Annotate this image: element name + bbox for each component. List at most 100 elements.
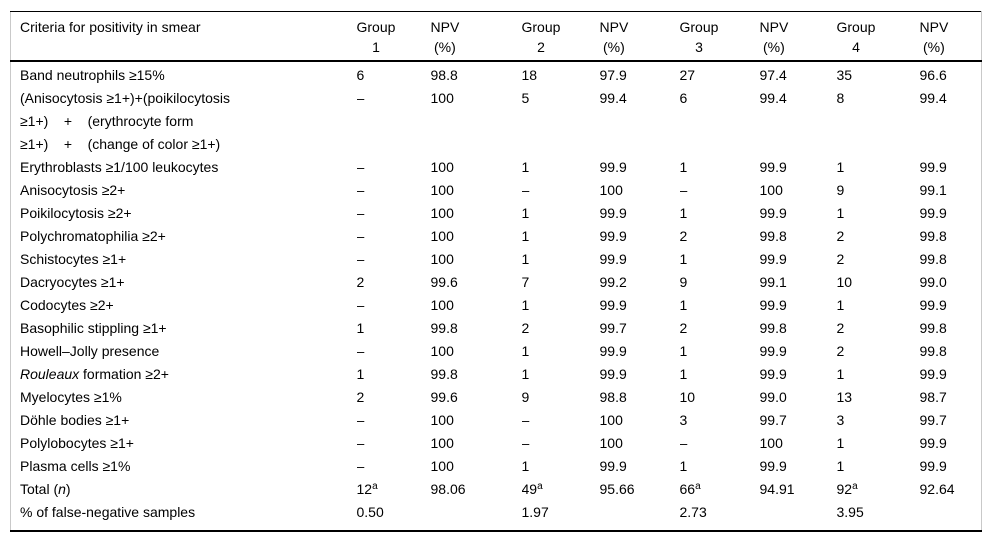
criteria-cell: Anisocytosis ≥2+ — [20, 182, 126, 198]
header-line: (%) — [603, 39, 625, 55]
criteria-cell: Rouleaux formation ≥2+ — [20, 366, 169, 382]
value-cell: 99.9 — [759, 366, 787, 382]
value-cell: 100 — [599, 182, 623, 198]
criteria-cell: Schistocytes ≥1+ — [20, 251, 127, 267]
header-line: Group — [836, 19, 876, 35]
value-cell: 100 — [430, 412, 454, 428]
value-cell: 1 — [836, 366, 845, 382]
value-cell: 99.9 — [599, 458, 627, 474]
header-line: Group — [679, 19, 719, 35]
value-cell: 100 — [599, 435, 623, 451]
value-cell: 100 — [430, 435, 454, 451]
value-cell: 100 — [430, 182, 454, 198]
value-cell: 1 — [521, 228, 530, 244]
header-row: Criteria for positivity in smear Group 1 … — [10, 11, 982, 62]
table-body: Band neutrophils ≥15% 6 98.8 18 97.9 27 97.4 35… — [11, 61, 982, 531]
value-cell: 99.0 — [759, 389, 787, 405]
header-line: 4 — [852, 39, 860, 55]
value-cell: – — [356, 182, 365, 198]
value-cell: 99.9 — [599, 228, 627, 244]
value-cell: 100 — [599, 412, 623, 428]
value-cell: – — [356, 205, 365, 221]
value-cell: 99.9 — [759, 297, 787, 313]
table-row: Howell–Jolly presence – 100 1 99.9 1 99.9 2 99.8 — [11, 340, 982, 363]
table-row: Plasma cells ≥1% – 100 1 99.9 1 99.9 1 99.9 — [11, 455, 982, 478]
value-cell: 99.9 — [599, 366, 627, 382]
value-cell: 100 — [759, 435, 783, 451]
value-cell: 1 — [836, 159, 845, 175]
value-cell: – — [521, 412, 530, 428]
value-cell: 99.7 — [919, 412, 947, 428]
value-cell: 10 — [836, 274, 853, 290]
value-cell: 99.8 — [430, 366, 458, 382]
value-cell: 1 — [521, 251, 530, 267]
value-cell: 2 — [679, 320, 688, 336]
table-row: Band neutrophils ≥15% 6 98.8 18 97.9 27 97.4 35… — [11, 61, 982, 87]
value-cell — [431, 501, 522, 531]
criteria-cell: Döhle bodies ≥1+ — [20, 412, 130, 428]
table-row: Basophilic stippling ≥1+ 1 99.8 2 99.7 2 99.8 2… — [11, 317, 982, 340]
value-cell: 92.64 — [919, 481, 955, 497]
value-cell: 1 — [679, 297, 688, 313]
value-cell: 100 — [430, 343, 454, 359]
value-cell: 94.91 — [759, 481, 795, 497]
table-row: Polylobocytes ≥1+ – 100 – 100 – 100 1 99.9 — [11, 432, 982, 455]
value-cell: 1 — [836, 205, 845, 221]
value-cell: 2 — [679, 228, 688, 244]
value-cell: 1 — [679, 205, 688, 221]
value-cell: 7 — [521, 274, 530, 290]
value-cell: 1 — [836, 458, 845, 474]
header-line: NPV — [919, 19, 949, 35]
value-cell: 99.9 — [919, 159, 947, 175]
criteria-cell: Total (n) — [20, 481, 71, 497]
value-cell: 1 — [679, 458, 688, 474]
col-header-group-3: Group 3 — [679, 11, 760, 62]
col-header-group-1: Group 1 — [356, 11, 431, 62]
table-row: Codocytes ≥2+ – 100 1 99.9 1 99.9 1 99.9 — [11, 294, 982, 317]
header-line: (%) — [923, 39, 945, 55]
header-line: Group — [521, 19, 561, 35]
value-cell: 27 — [679, 67, 696, 83]
value-cell: 8 — [836, 90, 845, 106]
value-cell: 1 — [521, 343, 530, 359]
header-line: (%) — [763, 39, 785, 55]
header-line: NPV — [759, 19, 789, 35]
table-row: Poikilocytosis ≥2+ – 100 1 99.9 1 99.9 1 99.9 — [11, 202, 982, 225]
value-cell: 99.9 — [759, 251, 787, 267]
col-header-group-4: Group 4 — [836, 11, 920, 62]
table-row: Rouleaux formation ≥2+ 1 99.8 1 99.9 1 99.9 1 99… — [11, 363, 982, 386]
header-line: NPV — [430, 19, 460, 35]
value-cell: 99.1 — [919, 182, 947, 198]
value-cell: 99.1 — [759, 274, 787, 290]
value-cell: 2 — [836, 251, 845, 267]
value-cell: 1 — [356, 366, 365, 382]
criteria-cell: Polylobocytes ≥1+ — [20, 435, 134, 451]
value-cell: 2 — [836, 343, 845, 359]
table-row: Total (n) 12a 98.06 49a 95.66 66a 94.91 92a 92.6… — [11, 478, 982, 501]
value-cell: 99.9 — [599, 251, 627, 267]
value-cell: 1 — [521, 159, 530, 175]
value-cell: – — [356, 251, 365, 267]
value-cell: 1 — [679, 251, 688, 267]
value-cell: 99.9 — [919, 366, 947, 382]
value-cell: 1 — [679, 366, 688, 382]
header-line: NPV — [599, 19, 629, 35]
value-cell: 2 — [521, 320, 530, 336]
col-header-npv-4: NPV (%) — [919, 11, 982, 62]
table-row: Schistocytes ≥1+ – 100 1 99.9 1 99.9 2 99.8 — [11, 248, 982, 271]
value-cell: 99.6 — [430, 274, 458, 290]
value-cell: 1 — [836, 435, 845, 451]
value-cell: 99.8 — [759, 320, 787, 336]
value-cell: 1 — [521, 297, 530, 313]
header-line: (%) — [434, 39, 456, 55]
criteria-cell: Dacryocytes ≥1+ — [20, 274, 125, 290]
criteria-cell: % of false-negative samples — [20, 504, 196, 520]
value-cell: 99.9 — [759, 159, 787, 175]
value-cell — [760, 501, 837, 531]
value-cell: – — [356, 159, 365, 175]
value-cell: 99.9 — [759, 343, 787, 359]
value-cell: 3 — [679, 412, 688, 428]
value-cell: 1 — [356, 320, 365, 336]
table-row: % of false-negative samples 0.50 1.97 2.73 3… — [11, 501, 982, 531]
